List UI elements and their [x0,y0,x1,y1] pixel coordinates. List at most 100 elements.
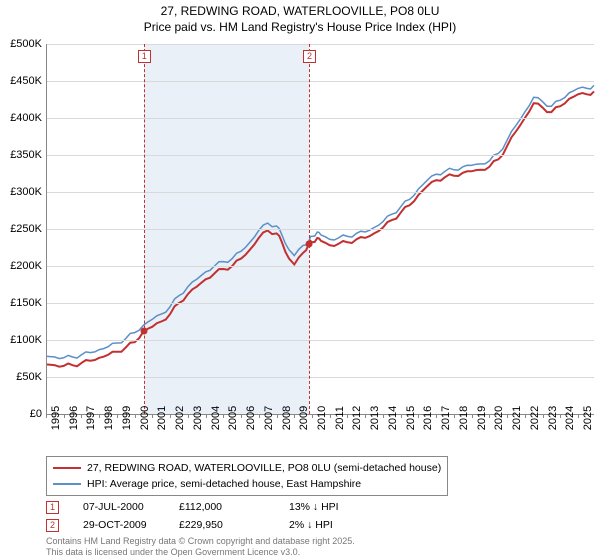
x-tick-label: 1998 [103,406,115,430]
sale-point [306,240,313,247]
legend-row: HPI: Average price, semi-detached house,… [53,476,441,492]
sale-date: 07-JUL-2000 [59,501,179,513]
x-tick-label: 2008 [281,406,293,430]
x-tick-label: 2011 [334,406,346,430]
y-gridline [46,340,594,341]
y-gridline [46,44,594,45]
marker-box: 2 [46,519,59,532]
legend-swatch [53,467,81,469]
footer-line1: Contains HM Land Registry data © Crown c… [46,536,355,547]
legend-row: 27, REDWING ROAD, WATERLOOVILLE, PO8 0LU… [53,460,441,476]
x-tick-label: 1996 [68,406,80,430]
x-tick [46,414,47,418]
x-tick [436,414,437,418]
marker-box: 1 [138,50,151,63]
series-hpi [46,85,594,358]
x-tick-label: 2006 [245,406,257,430]
y-tick-label: £100K [10,334,42,346]
x-tick-label: 2016 [422,406,434,430]
x-tick-label: 2013 [369,406,381,430]
x-tick [330,414,331,418]
x-tick-label: 2019 [476,406,488,430]
x-tick-label: 2005 [227,406,239,430]
x-tick-label: 2017 [440,406,452,430]
sale-date: 29-OCT-2009 [59,519,179,531]
x-tick [223,414,224,418]
x-tick [206,414,207,418]
y-gridline [46,118,594,119]
x-tick-label: 2023 [547,406,559,430]
x-tick-label: 2001 [156,406,168,430]
footer: Contains HM Land Registry data © Crown c… [46,536,355,558]
x-tick [401,414,402,418]
sale-price: £229,950 [179,519,289,531]
y-gridline [46,266,594,267]
title-line1: 27, REDWING ROAD, WATERLOOVILLE, PO8 0LU [0,4,600,20]
plot-area: 12 [46,44,594,414]
x-tick [117,414,118,418]
x-tick [294,414,295,418]
x-tick-label: 2010 [316,406,328,430]
y-tick-label: £0 [30,408,42,420]
y-gridline [46,377,594,378]
x-tick-label: 2009 [298,406,310,430]
x-tick [365,414,366,418]
x-tick-label: 2007 [263,406,275,430]
x-tick [188,414,189,418]
legend: 27, REDWING ROAD, WATERLOOVILLE, PO8 0LU… [46,456,448,496]
y-tick-label: £200K [10,260,42,272]
x-tick-label: 1999 [121,406,133,430]
x-tick [312,414,313,418]
y-axis: £0£50K£100K£150K£200K£250K£300K£350K£400… [0,44,46,414]
x-tick [489,414,490,418]
x-tick [347,414,348,418]
x-tick-label: 2018 [458,406,470,430]
x-tick [507,414,508,418]
x-tick [259,414,260,418]
x-tick [81,414,82,418]
x-tick [543,414,544,418]
x-tick-label: 2003 [192,406,204,430]
title-block: 27, REDWING ROAD, WATERLOOVILLE, PO8 0LU… [0,0,600,35]
title-line2: Price paid vs. HM Land Registry's House … [0,20,600,36]
x-tick-label: 1995 [50,406,62,430]
y-tick-label: £300K [10,186,42,198]
sale-point [140,328,147,335]
x-tick-label: 2021 [511,406,523,430]
highlight-border [309,44,310,414]
x-tick [578,414,579,418]
x-tick-label: 2002 [174,406,186,430]
y-tick-label: £450K [10,75,42,87]
y-tick-label: £150K [10,297,42,309]
x-tick-label: 2020 [493,406,505,430]
y-tick-label: £500K [10,38,42,50]
x-tick [99,414,100,418]
x-tick [472,414,473,418]
x-tick-label: 2025 [582,406,594,430]
sale-price: £112,000 [179,501,289,513]
y-gridline [46,229,594,230]
legend-label: HPI: Average price, semi-detached house,… [87,478,361,490]
sale-diff: 2% ↓ HPI [289,519,379,531]
x-tick-label: 2015 [405,406,417,430]
x-tick [135,414,136,418]
sale-diff: 13% ↓ HPI [289,501,379,513]
x-tick-label: 1997 [85,406,97,430]
x-tick [418,414,419,418]
sales-row: 229-OCT-2009£229,9502% ↓ HPI [46,516,379,534]
x-tick-label: 2022 [529,406,541,430]
y-gridline [46,81,594,82]
x-tick [383,414,384,418]
x-tick [170,414,171,418]
marker-box: 2 [303,50,316,63]
x-tick-label: 2000 [139,406,151,430]
y-tick-label: £350K [10,149,42,161]
y-gridline [46,155,594,156]
x-tick [454,414,455,418]
legend-label: 27, REDWING ROAD, WATERLOOVILLE, PO8 0LU… [87,462,441,474]
x-tick-label: 2024 [564,406,576,430]
y-tick-label: £400K [10,112,42,124]
x-tick [277,414,278,418]
highlight-border [144,44,145,414]
x-tick [241,414,242,418]
